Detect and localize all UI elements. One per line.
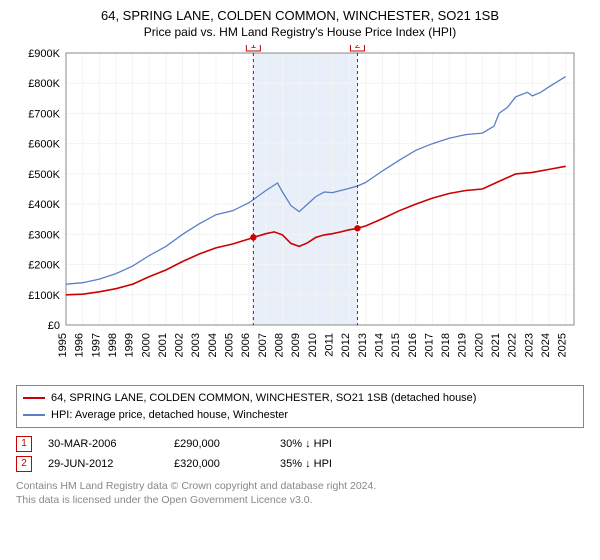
svg-text:£0: £0 [48,320,60,332]
transaction-delta: 35% ↓ HPI [280,458,332,470]
svg-text:2011: 2011 [323,333,335,357]
svg-text:£500K: £500K [28,169,60,181]
svg-text:2018: 2018 [440,333,452,357]
svg-text:2007: 2007 [257,333,269,357]
svg-text:£700K: £700K [28,108,60,120]
legend-box: 64, SPRING LANE, COLDEN COMMON, WINCHEST… [16,385,584,428]
svg-text:2008: 2008 [274,333,286,357]
svg-text:1997: 1997 [90,333,102,357]
svg-text:£200K: £200K [28,260,60,272]
svg-text:2005: 2005 [224,333,236,357]
page-title: 64, SPRING LANE, COLDEN COMMON, WINCHEST… [16,8,584,23]
svg-text:2022: 2022 [507,333,519,357]
svg-text:1: 1 [251,45,257,51]
svg-text:£300K: £300K [28,229,60,241]
svg-text:2012: 2012 [340,333,352,357]
transaction-row: 2 29-JUN-2012 £320,000 35% ↓ HPI [16,454,584,474]
svg-text:2023: 2023 [523,333,535,357]
transaction-marker: 2 [16,456,32,472]
svg-text:2020: 2020 [473,333,485,357]
transaction-price: £290,000 [174,438,264,450]
price-chart: £0 £100K £200K £300K £400K £500K £600K £700K £80… [16,45,584,375]
svg-text:1998: 1998 [107,333,119,357]
svg-text:2017: 2017 [423,333,435,357]
svg-text:£900K: £900K [28,48,60,60]
legend-row: 64, SPRING LANE, COLDEN COMMON, WINCHEST… [23,390,577,407]
svg-text:£400K: £400K [28,199,60,211]
svg-text:1996: 1996 [74,333,86,357]
svg-text:2021: 2021 [490,333,502,357]
svg-text:2024: 2024 [540,333,552,357]
legend-label: HPI: Average price, detached house, Winc… [51,407,288,424]
svg-text:2001: 2001 [157,333,169,357]
svg-text:1999: 1999 [124,333,136,357]
svg-text:2009: 2009 [290,333,302,357]
transaction-marker: 1 [16,436,32,452]
svg-text:2014: 2014 [373,333,385,357]
svg-text:£100K: £100K [28,290,60,302]
svg-text:2010: 2010 [307,333,319,357]
legend-swatch [23,397,45,399]
svg-text:2015: 2015 [390,333,402,357]
transactions-table: 1 30-MAR-2006 £290,000 30% ↓ HPI 2 29-JUN-201… [16,434,584,474]
transaction-date: 30-MAR-2006 [48,438,158,450]
svg-text:2013: 2013 [357,333,369,357]
transaction-row: 1 30-MAR-2006 £290,000 30% ↓ HPI [16,434,584,454]
page-subtitle: Price paid vs. HM Land Registry's House … [16,25,584,39]
legend-row: HPI: Average price, detached house, Winc… [23,407,577,424]
svg-text:2000: 2000 [140,333,152,357]
svg-text:2019: 2019 [457,333,469,357]
svg-text:2025: 2025 [557,333,569,357]
svg-text:2002: 2002 [174,333,186,357]
chart-svg: £0 £100K £200K £300K £400K £500K £600K £700K £80… [16,45,584,375]
legend-label: 64, SPRING LANE, COLDEN COMMON, WINCHEST… [51,390,476,407]
svg-text:2: 2 [355,45,361,51]
svg-text:1995: 1995 [57,333,69,357]
svg-text:2003: 2003 [190,333,202,357]
footer-line-1: Contains HM Land Registry data © Crown c… [16,480,584,494]
transaction-delta: 30% ↓ HPI [280,438,332,450]
svg-text:2006: 2006 [240,333,252,357]
transaction-date: 29-JUN-2012 [48,458,158,470]
transaction-price: £320,000 [174,458,264,470]
svg-text:£600K: £600K [28,139,60,151]
footer-attribution: Contains HM Land Registry data © Crown c… [16,480,584,507]
svg-text:2016: 2016 [407,333,419,357]
footer-line-2: This data is licensed under the Open Gov… [16,494,584,508]
legend-swatch [23,414,45,416]
svg-text:2004: 2004 [207,333,219,357]
svg-text:£800K: £800K [28,78,60,90]
